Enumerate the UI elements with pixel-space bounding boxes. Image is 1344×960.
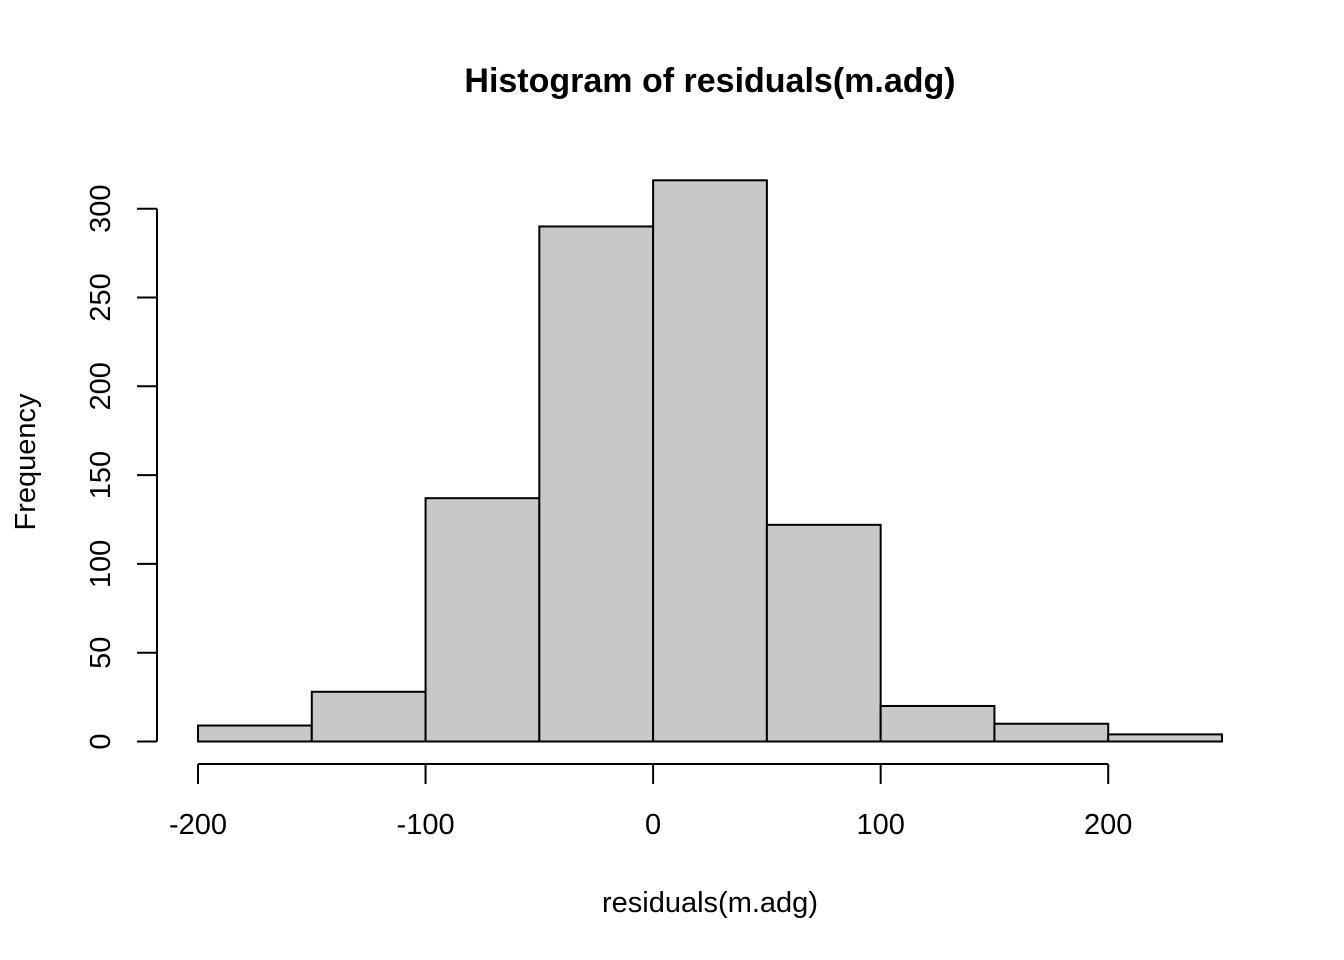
chart-title: Histogram of residuals(m.adg) [464,62,955,100]
y-tick-label: 150 [85,451,117,499]
bars-group [197,179,1223,743]
y-tick-label: 300 [85,185,117,233]
y-tick-label: 100 [85,540,117,588]
y-axis-label: Frequency [10,393,42,531]
x-tick-label: -200 [169,809,227,841]
x-tick-label: -100 [397,809,455,841]
histogram-bar [879,704,996,743]
x-tick-label: 0 [645,809,661,841]
histogram-bar [652,179,768,743]
histogram-bar [765,523,882,743]
histogram-bar [424,497,541,743]
y-tick-label: 200 [85,362,117,410]
histogram-bar [310,690,427,743]
x-tick-label: 200 [1084,809,1132,841]
y-tick-label: 50 [85,637,117,669]
x-axis: -200 -100 0 100 200 [169,763,1132,841]
histogram-bar [538,225,655,743]
y-tick-label: 0 [85,733,117,749]
histogram-bar [993,722,1110,743]
histogram-bar [1107,733,1223,743]
y-tick-label: 250 [85,273,117,321]
x-axis-label: residuals(m.adg) [602,887,818,919]
x-tick-label: 100 [856,809,904,841]
y-axis: 0 50 100 150 200 250 300 [85,185,158,750]
histogram-bar [197,724,313,743]
